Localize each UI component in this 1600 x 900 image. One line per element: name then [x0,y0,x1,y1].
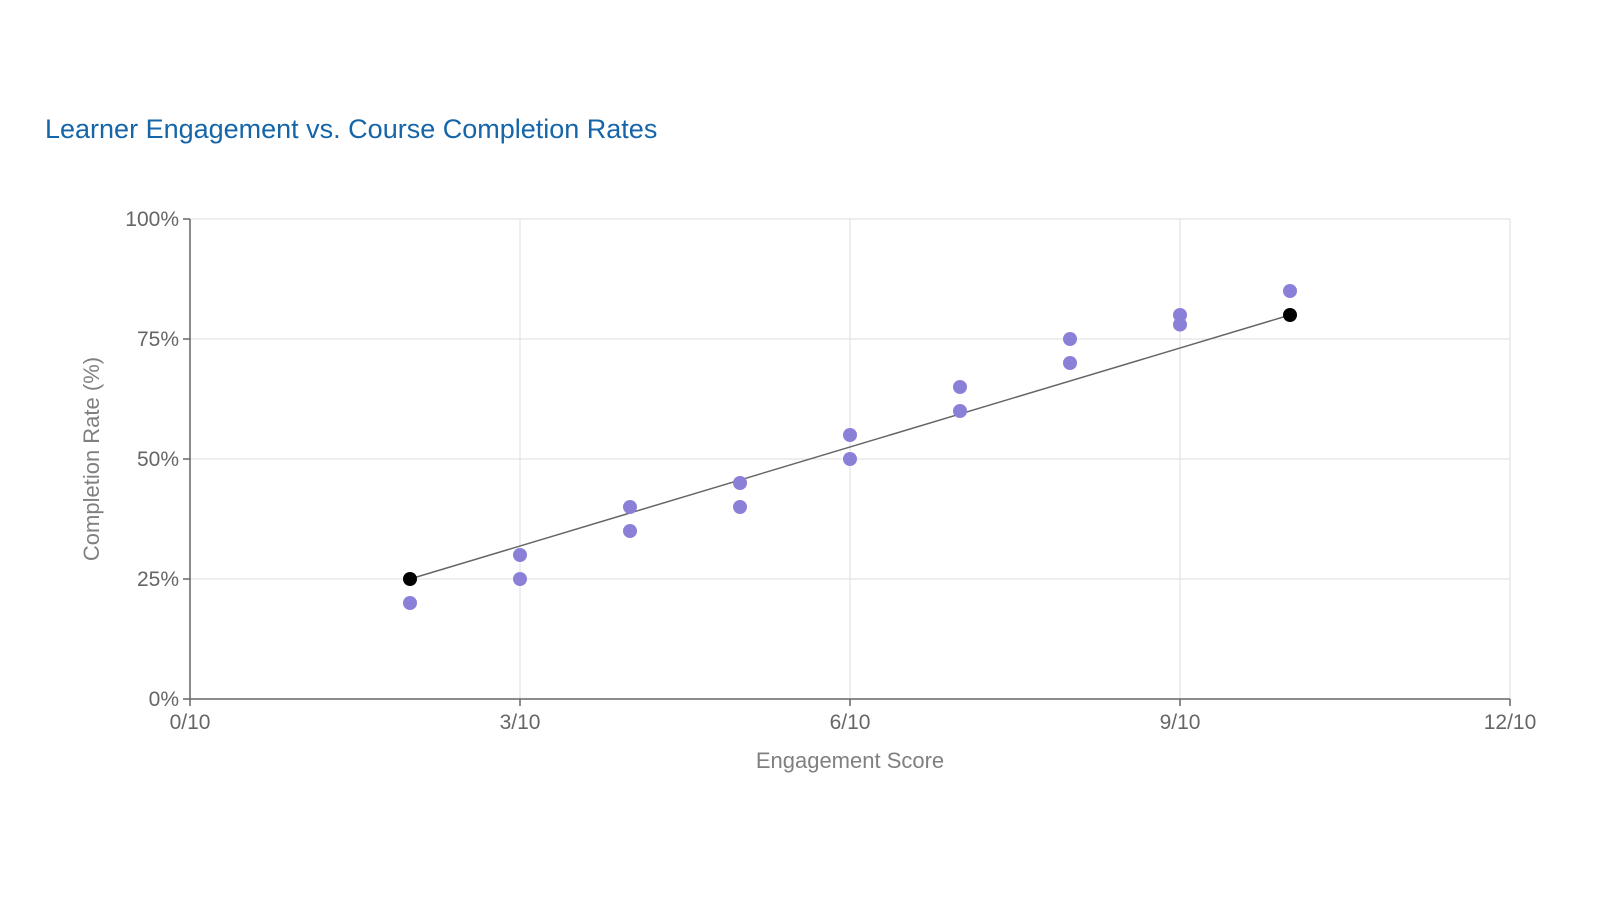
trendline-group [409,314,1291,580]
chart-title: Learner Engagement vs. Course Completion… [45,114,658,144]
tick-labels: 0% 25% 50% 75% 100% 0/10 3/10 6/10 9/10 12/10 [125,208,1536,734]
scatter-point [513,548,527,562]
scatter-point [1063,332,1077,346]
x-tick-label: 6/10 [830,711,871,734]
y-tick-label: 25% [137,568,179,591]
scatter-point [843,428,857,442]
scatter-point [513,572,527,586]
scatter-point [733,476,747,490]
x-tick-label: 9/10 [1160,711,1201,734]
scatter-point [403,596,417,610]
scatter-point [623,524,637,538]
trendline [409,314,1291,580]
scatter-point [953,404,967,418]
trendline-start-point [403,572,417,586]
scatter-point [1063,356,1077,370]
x-axis-title: Engagement Score [756,748,944,773]
scatter-point [843,452,857,466]
scatter-point [1173,308,1187,322]
scatter-point [623,500,637,514]
x-tick-label: 0/10 [170,711,211,734]
y-tick-label: 0% [149,688,179,711]
y-tick-label: 50% [137,448,179,471]
trendline-end-point [1283,308,1297,322]
x-tick-label: 12/10 [1484,711,1537,734]
scatter-point [953,380,967,394]
scatter-point [1173,317,1187,332]
scatter-point [733,500,747,514]
y-tick-label: 100% [125,208,179,231]
axes [183,218,1511,706]
y-axis-title: Completion Rate (%) [79,357,104,561]
data-points [403,284,1297,610]
y-tick-label: 75% [137,328,179,351]
scatter-point [1283,284,1297,298]
x-tick-label: 3/10 [500,711,541,734]
